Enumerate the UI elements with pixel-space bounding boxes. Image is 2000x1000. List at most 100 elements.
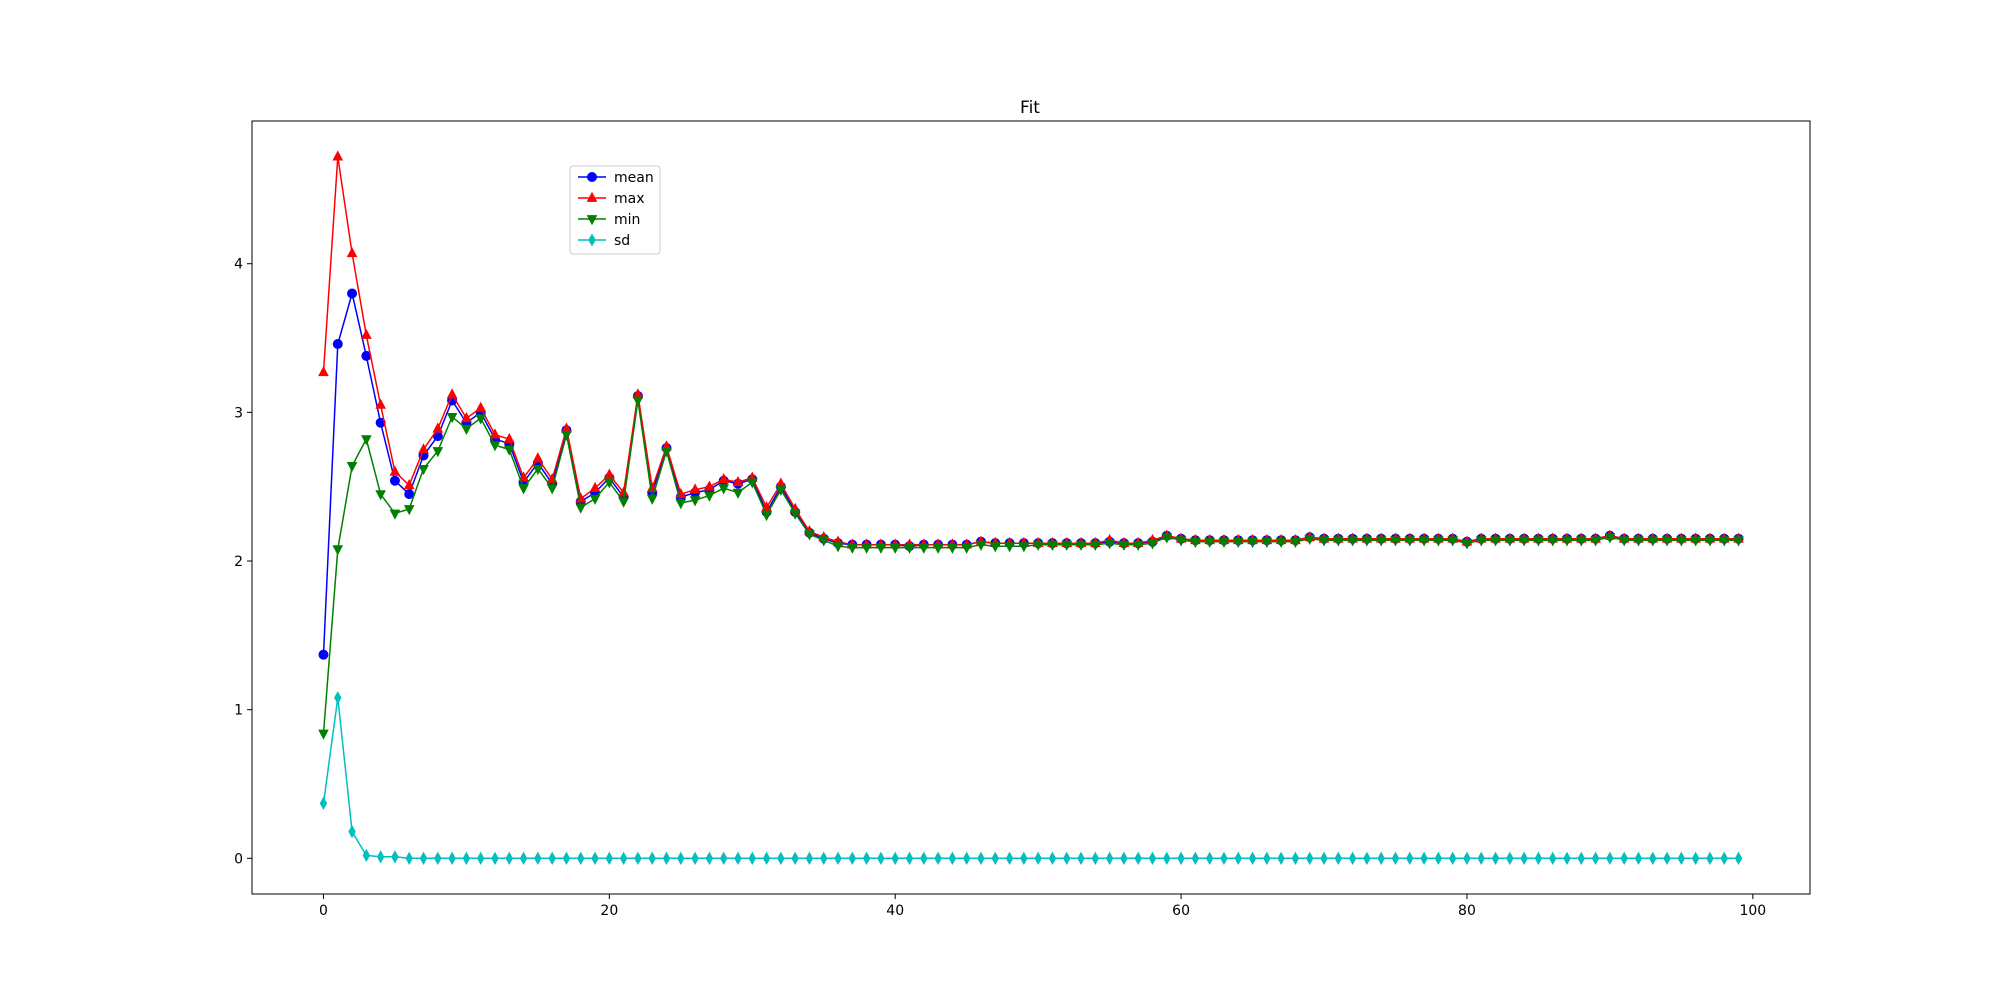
data-point-max <box>718 473 730 484</box>
data-point-max <box>418 443 429 454</box>
data-point-min <box>1204 537 1215 548</box>
data-point-max <box>689 483 701 494</box>
series-layer <box>318 150 1744 865</box>
legend-label-mean: mean <box>614 170 654 186</box>
data-point-sd <box>719 851 728 865</box>
data-point-sd <box>1020 851 1028 865</box>
x-tick-label: 0 <box>319 903 328 919</box>
data-point-sd <box>519 851 528 865</box>
legend-marker-max <box>586 191 598 202</box>
data-point-sd <box>376 850 385 864</box>
data-point-sd <box>1005 851 1014 865</box>
data-point-min <box>661 447 672 458</box>
data-point-sd <box>791 851 799 865</box>
data-point-min <box>418 464 429 476</box>
data-point-sd <box>1034 851 1042 865</box>
y-tick-label: 1 <box>234 703 243 719</box>
data-point-min <box>1161 533 1173 544</box>
data-point-max <box>532 452 544 463</box>
data-point-sd <box>1706 851 1714 865</box>
data-point-mean <box>332 338 343 349</box>
series-line-sd <box>322 697 1739 860</box>
data-point-sd <box>1477 851 1485 865</box>
y-axis: 0 1 2 3 4 <box>234 257 252 867</box>
data-point-sd <box>1463 851 1471 865</box>
data-point-sd <box>1677 851 1686 865</box>
data-point-sd <box>462 851 471 865</box>
data-point-min <box>746 478 758 489</box>
data-point-sd <box>1091 851 1100 865</box>
data-point-sd <box>977 851 985 865</box>
data-point-sd <box>1363 851 1371 865</box>
data-point-min <box>1104 539 1115 550</box>
data-point-sd <box>1348 851 1357 865</box>
data-point-sd <box>491 851 499 865</box>
data-point-min <box>546 484 558 495</box>
data-point-sd <box>834 851 842 865</box>
data-point-sd <box>1220 851 1228 865</box>
data-point-min <box>1447 536 1458 547</box>
data-point-min <box>1275 537 1287 548</box>
data-point-sd <box>1048 851 1057 865</box>
data-point-sd <box>405 851 413 865</box>
data-point-sd <box>577 851 585 865</box>
data-point-min <box>461 424 472 435</box>
data-point-sd <box>1434 851 1443 865</box>
data-point-min <box>1733 536 1744 547</box>
data-point-sd <box>862 851 871 865</box>
data-point-min <box>989 542 1001 553</box>
data-point-min <box>361 435 372 446</box>
y-tick-label: 3 <box>234 405 243 421</box>
data-point-sd <box>1691 851 1700 865</box>
data-point-min <box>832 542 844 553</box>
data-point-sd <box>891 851 899 865</box>
data-point-sd <box>434 851 442 865</box>
data-point-max <box>503 432 515 443</box>
data-point-sd <box>920 851 928 865</box>
data-point-min <box>675 499 687 510</box>
data-point-min <box>1690 536 1701 547</box>
data-point-max <box>518 471 529 482</box>
data-point-min <box>1089 540 1101 551</box>
data-point-sd <box>1734 851 1743 865</box>
x-tick-label: 40 <box>886 903 904 919</box>
data-point-sd <box>1620 851 1628 865</box>
data-point-min <box>975 540 987 551</box>
data-point-sd <box>319 796 328 810</box>
legend: mean max min sd <box>569 165 661 255</box>
data-point-max <box>446 388 458 399</box>
data-point-max <box>732 475 744 487</box>
data-point-min <box>1290 537 1301 548</box>
x-tick-label: 100 <box>1739 903 1766 919</box>
data-point-min <box>1561 536 1573 547</box>
data-point-max <box>318 365 329 377</box>
data-point-sd <box>391 850 399 864</box>
data-point-min <box>1547 536 1559 547</box>
data-point-min <box>961 543 973 554</box>
data-point-mean <box>404 489 415 500</box>
data-point-min <box>1504 536 1516 547</box>
series-line-max <box>322 156 1739 546</box>
plot-frame <box>251 120 1811 895</box>
data-point-sd <box>648 851 656 865</box>
data-point-sd <box>1448 851 1457 865</box>
data-point-min <box>1190 537 1201 548</box>
data-point-min <box>346 462 358 473</box>
data-point-min <box>932 543 944 554</box>
data-point-min <box>704 491 715 502</box>
data-point-sd <box>562 851 571 865</box>
data-point-sd <box>1391 851 1400 865</box>
data-point-sd <box>1606 851 1614 865</box>
data-point-max <box>475 401 487 412</box>
data-point-sd <box>1320 851 1328 865</box>
y-tick-label: 2 <box>234 554 243 570</box>
data-point-min <box>1718 536 1730 547</box>
data-point-min <box>332 545 344 556</box>
data-point-sd <box>691 851 699 865</box>
data-point-sd <box>905 851 914 865</box>
data-point-min <box>1533 536 1544 547</box>
data-point-sd <box>805 851 814 865</box>
data-point-min <box>432 447 444 458</box>
data-point-min <box>875 543 887 554</box>
